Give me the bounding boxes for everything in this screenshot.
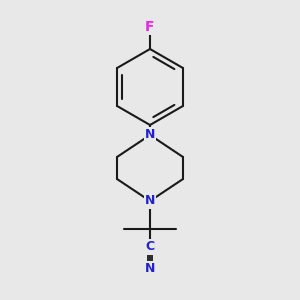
Text: F: F xyxy=(145,20,155,34)
Text: N: N xyxy=(145,194,155,208)
Text: N: N xyxy=(145,128,155,142)
Text: N: N xyxy=(145,262,155,275)
Text: C: C xyxy=(146,241,154,254)
